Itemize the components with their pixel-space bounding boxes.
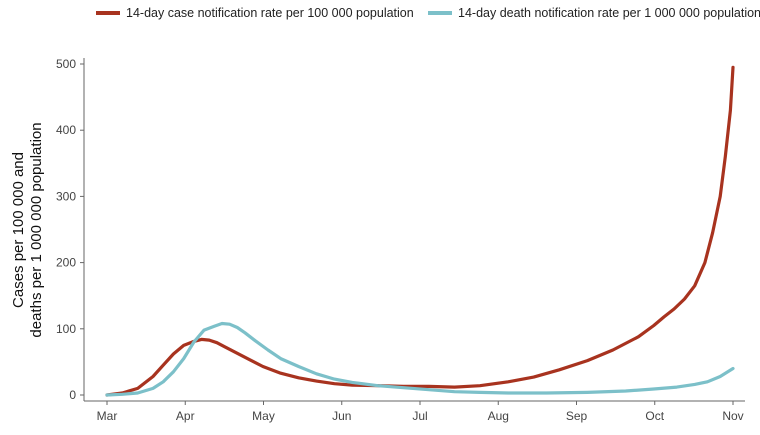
x-tick-label: Mar	[97, 409, 118, 423]
y-tick-label: 200	[56, 256, 76, 270]
death-rate-line	[105, 321, 735, 397]
y-tick-label: 400	[56, 123, 76, 137]
series-lines	[105, 65, 735, 397]
x-tick-label: Jul	[412, 409, 427, 423]
x-tick-label: Jun	[332, 409, 351, 423]
x-tick-label: Nov	[722, 409, 743, 423]
legend-label-1: 14-day case notification rate per 100 00…	[126, 6, 414, 20]
legend-label-2: 14-day death notification rate per 1 000…	[458, 6, 760, 20]
y-tick-label: 300	[56, 189, 76, 203]
y-tick-label: 100	[56, 322, 76, 336]
x-tick-label: Apr	[176, 409, 195, 423]
x-tick-label: Aug	[488, 409, 509, 423]
y-axis-title-line-2: deaths per 1 000 000 population	[28, 122, 45, 337]
y-tick-label: 0	[69, 388, 76, 402]
x-tick-label: Oct	[645, 409, 664, 423]
x-tick-label: Sep	[566, 409, 588, 423]
axes: 0 100 200 300 400 500 Mar Apr May Jun Jul Aug Sep Oct…	[56, 57, 745, 423]
x-tick-label: May	[252, 409, 275, 423]
y-axis-title-line-1: Cases per 100 000 and	[10, 152, 27, 308]
y-tick-label: 500	[56, 57, 76, 71]
legend: 14-day case notification rate per 100 00…	[96, 6, 760, 20]
y-axis-title: Cases per 100 000 and deaths per 1 000 00…	[10, 122, 45, 337]
case-rate-line	[105, 65, 735, 397]
